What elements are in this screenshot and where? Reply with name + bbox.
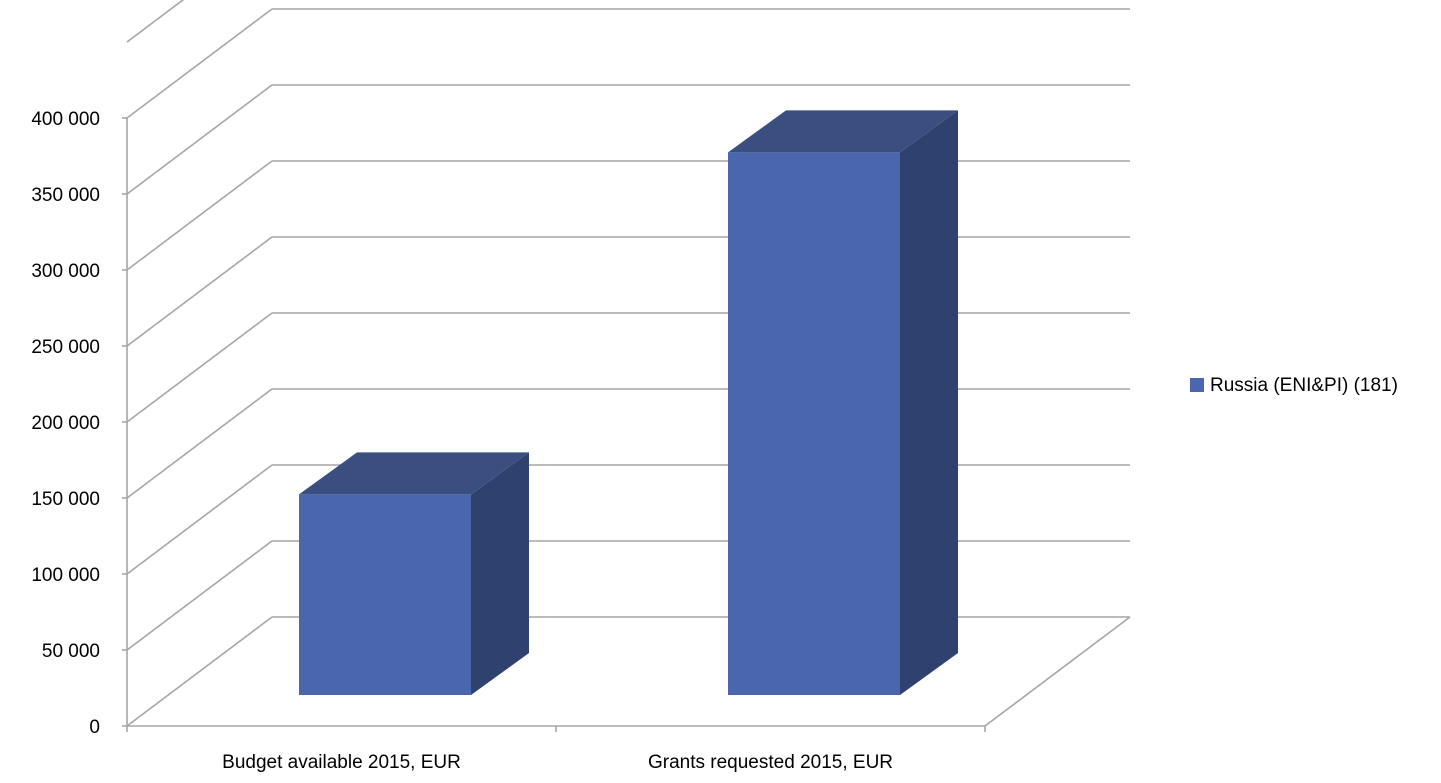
legend: Russia (ENI&PI) (181) — [1190, 375, 1398, 396]
bar-side — [471, 452, 529, 695]
y-tick-label: 250 000 — [31, 337, 100, 358]
gridline-side — [126, 0, 185, 43]
gridline-side — [126, 616, 273, 727]
y-tick-label: 150 000 — [31, 489, 100, 510]
gridline-side — [126, 236, 273, 347]
gridline-side — [126, 540, 273, 651]
labels: 0 50 000 100 000 150 000 200 000 250 000 300 0… — [31, 109, 893, 773]
gridline-side — [126, 312, 273, 423]
y-tick-label: 100 000 — [31, 565, 100, 586]
y-tick-label: 0 — [89, 717, 100, 738]
bar-top — [299, 452, 529, 495]
gridline-side — [126, 160, 273, 271]
gridline-side — [126, 464, 273, 575]
legend-swatch — [1190, 378, 1204, 392]
bars — [299, 110, 958, 696]
y-tick-label: 50 000 — [42, 641, 100, 662]
gridline-side — [126, 84, 273, 195]
bar-side — [900, 110, 958, 696]
x-tick-label: Grants requested 2015, EUR — [648, 752, 893, 773]
y-tick-label: 200 000 — [31, 413, 100, 434]
y-tick-label: 400 000 — [31, 109, 100, 130]
x-tick-label: Budget available 2015, EUR — [222, 752, 461, 773]
y-tick-label: 350 000 — [31, 185, 100, 206]
gridline-side — [126, 8, 273, 119]
bar-top — [728, 110, 958, 153]
floor-edge — [984, 616, 1131, 727]
y-tick-label: 300 000 — [31, 261, 100, 282]
bar-front — [728, 152, 900, 696]
gridlines — [126, 0, 1130, 727]
bar-front — [299, 494, 471, 695]
legend-label: Russia (ENI&PI) (181) — [1210, 375, 1398, 396]
axes — [122, 117, 1131, 732]
gridline-side — [126, 388, 273, 499]
